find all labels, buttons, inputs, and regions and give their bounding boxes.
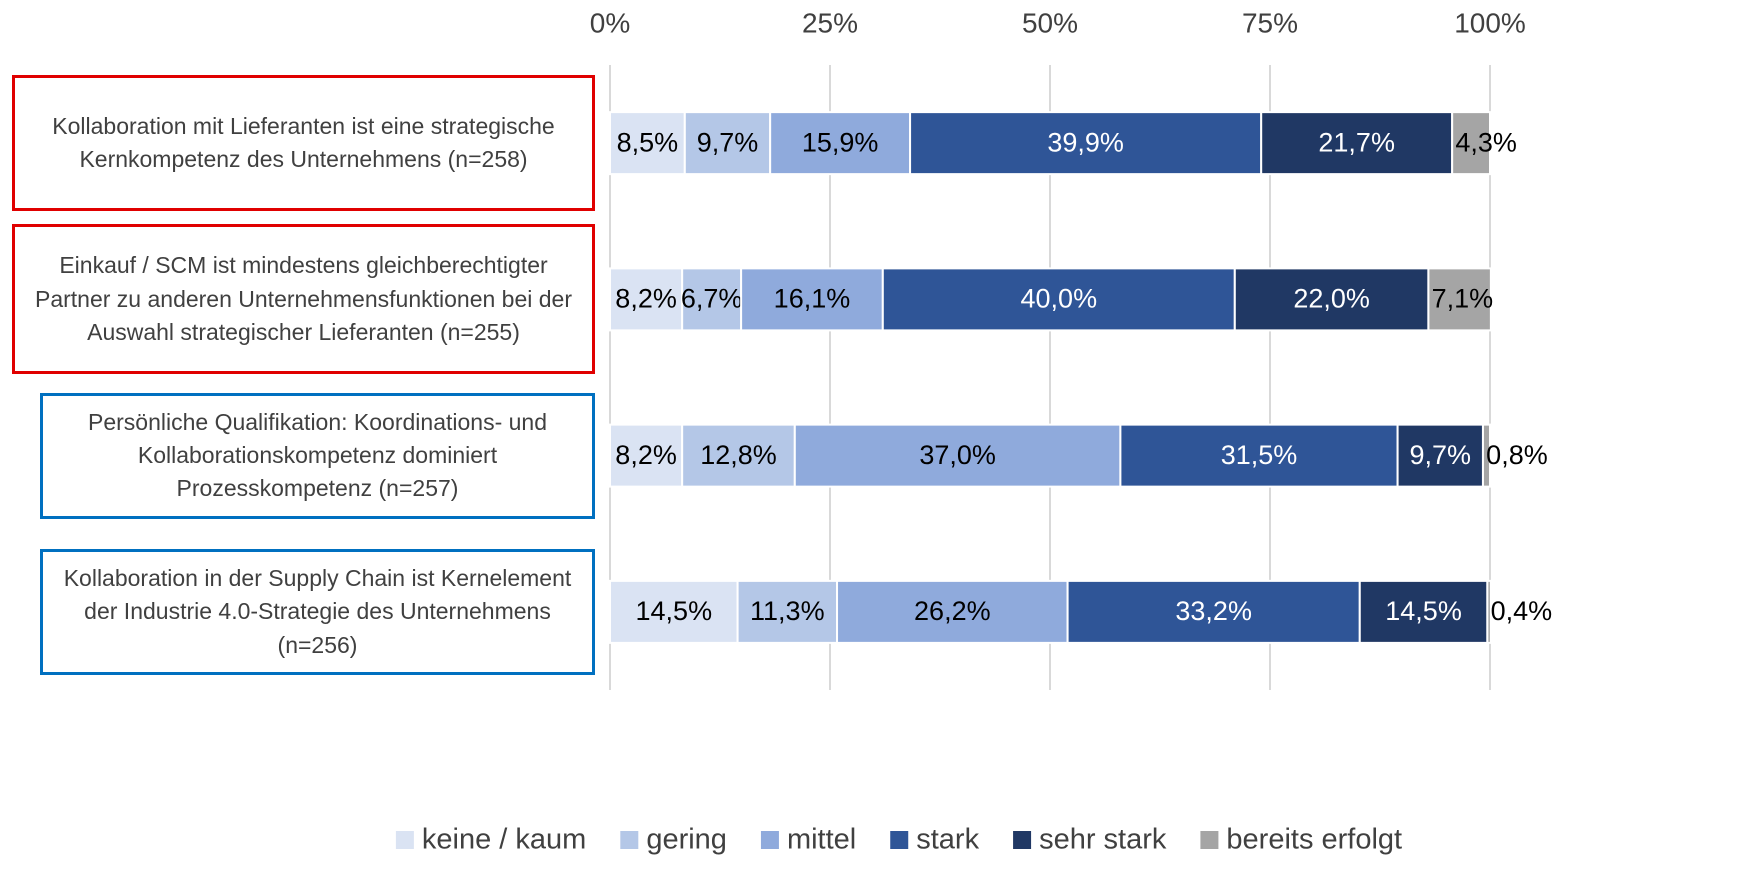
data-label: 22,0% [1293,284,1370,314]
bar-segment [1486,579,1492,644]
x-tick-label: 100% [1454,7,1526,38]
bar-segment [609,267,684,332]
legend-label: gering [646,824,727,856]
legend-label: bereits erfolgt [1226,824,1402,856]
legend-label: stark [916,824,979,856]
data-label: 40,0% [1021,284,1098,314]
data-label: 11,3% [750,596,825,626]
bar-segment [1119,423,1399,488]
bar-segment [736,579,839,644]
legend-swatch [620,831,639,849]
data-label: 15,9% [802,127,879,157]
bar-segment [609,423,684,488]
bar-segment [836,579,1069,644]
category-label: Kollaboration in der Supply Chain ist Ke… [40,548,595,675]
legend-swatch [1200,831,1219,849]
data-label: 8,2% [615,440,677,470]
legend-label: keine / kaum [422,824,586,856]
bar-segment [1451,111,1492,176]
bar-segment [769,111,912,176]
data-label: 0,4% [1491,596,1553,626]
legend-label: sehr stark [1039,824,1167,856]
bar-segment [609,111,686,176]
x-tick-label: 25% [802,7,858,38]
legend-swatch [760,831,779,849]
bar-segment [740,267,884,332]
data-label: 33,2% [1175,596,1252,626]
category-label: Kollaboration mit Lieferanten ist eine s… [12,75,595,212]
data-label: 9,7% [1410,440,1472,470]
bar-segment [1427,267,1492,332]
bar-segment [793,423,1122,488]
bar-segment [681,423,796,488]
data-label: 39,9% [1047,127,1124,157]
x-tick-label: 50% [1022,7,1078,38]
data-label: 9,7% [697,127,759,157]
data-label: 6,7% [681,284,743,314]
legend-label: mittel [787,824,856,856]
category-label: Einkauf / SCM ist mindestens gleichberec… [12,224,595,375]
data-label: 14,5% [1385,596,1462,626]
bar-segment [909,111,1263,176]
bar-segment [881,267,1236,332]
data-label: 37,0% [919,440,996,470]
data-label: 21,7% [1318,127,1395,157]
bar-segment [683,111,772,176]
data-label: 7,1% [1432,284,1494,314]
data-label: 0,8% [1486,440,1548,470]
x-tick-label: 75% [1242,7,1298,38]
data-label: 14,5% [636,596,713,626]
data-label: 4,3% [1455,127,1517,157]
legend-swatch [1013,831,1032,849]
bar-segment [609,579,739,644]
x-tick-label: 0% [590,7,630,38]
data-label: 12,8% [700,440,777,470]
bar-segment [1066,579,1361,644]
category-label: Persönliche Qualifikation: Koordinations… [40,392,595,519]
legend-swatch [395,831,414,849]
data-label: 31,5% [1221,440,1298,470]
legend-swatch [890,831,909,849]
bar-segment [1233,267,1430,332]
bar-segment [681,267,743,332]
data-label: 26,2% [914,596,991,626]
data-label: 16,1% [774,284,851,314]
bar-segment [1481,423,1491,488]
bar-segment [1260,111,1454,176]
data-label: 8,2% [615,284,677,314]
data-label: 8,5% [617,127,679,157]
